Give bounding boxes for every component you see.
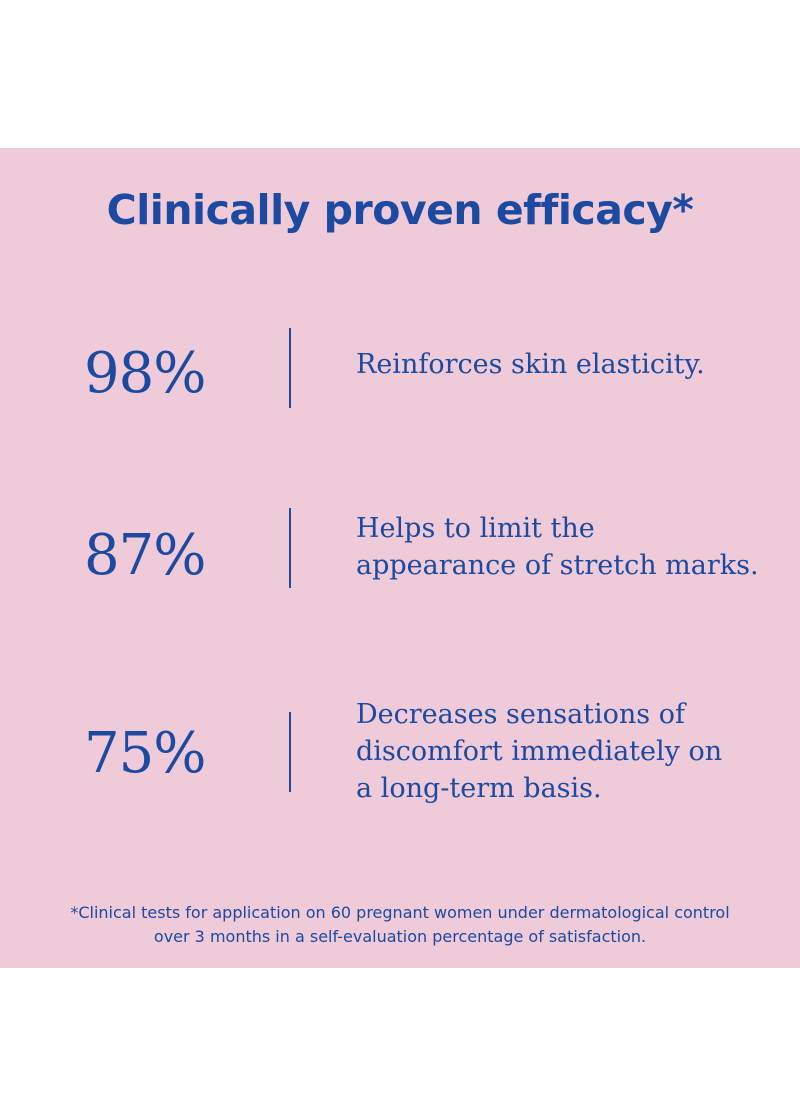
- stat-divider: [289, 712, 291, 792]
- stat-row-discomfort: 75% Decreases sensations of discomfort i…: [0, 699, 800, 822]
- stat-description: Reinforces skin elasticity.: [356, 349, 705, 380]
- stat-percentage: 87%: [84, 523, 206, 588]
- efficacy-panel: Clinically proven efficacy* 98% Reinforc…: [0, 148, 800, 968]
- stat-percentage: 98%: [84, 341, 206, 406]
- footnote: *Clinical tests for application on 60 pr…: [70, 903, 730, 946]
- stat-row-elasticity: 98% Reinforces skin elasticity.: [0, 328, 800, 448]
- stat-percentage: 75%: [84, 721, 206, 786]
- stat-description: Decreases sensations of discomfort immed…: [356, 699, 723, 804]
- stat-divider: [289, 508, 291, 588]
- stat-description: Helps to limit the appearance of stretch…: [356, 513, 759, 581]
- stat-divider: [289, 328, 291, 408]
- page-title: Clinically proven efficacy*: [106, 186, 694, 234]
- stat-row-stretch-marks: 87% Helps to limit the appearance of str…: [0, 508, 800, 628]
